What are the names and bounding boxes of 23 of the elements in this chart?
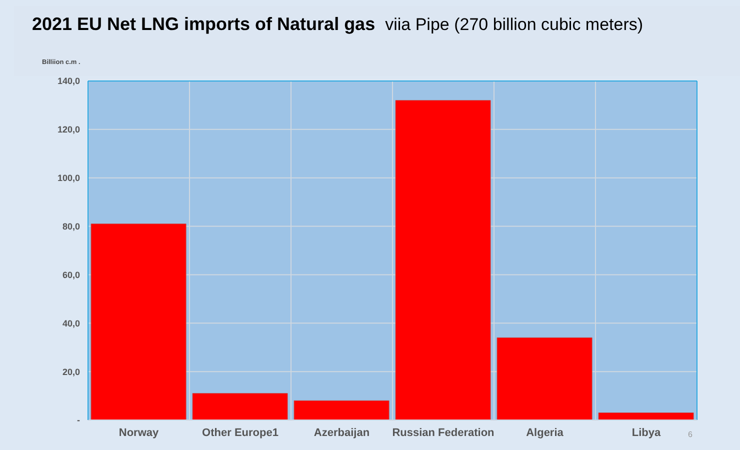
y-tick-label: 140,0: [57, 76, 80, 86]
x-tick-label: Libya: [632, 426, 662, 439]
bar: [395, 100, 491, 420]
x-tick-label: Algeria: [526, 426, 564, 439]
bar: [598, 412, 694, 420]
bar: [192, 393, 288, 420]
y-tick-label: 60,0: [62, 270, 80, 280]
x-tick-label: Russian Federation: [392, 426, 495, 439]
y-tick-label: 80,0: [62, 221, 80, 232]
y-tick-label: 40,0: [62, 318, 80, 328]
bar: [294, 400, 390, 420]
bar: [496, 337, 592, 420]
x-tick-label: Other Europe1: [202, 426, 278, 439]
x-tick-label: Azerbaijan: [314, 426, 370, 439]
x-tick-label: Norway: [118, 426, 160, 439]
y-tick-label: -: [77, 415, 80, 426]
text: 6: [688, 430, 692, 439]
y-tick-label: 120,0: [57, 124, 80, 135]
chart-subtitle: viia Pipe (270 billion cubic meters): [385, 15, 644, 34]
y-tick-label: 100,0: [57, 173, 80, 184]
chart-title: 2021 EU Net LNG imports of Natural gas: [32, 14, 376, 34]
y-tick-label: 20,0: [62, 366, 80, 377]
bar: [90, 224, 186, 420]
